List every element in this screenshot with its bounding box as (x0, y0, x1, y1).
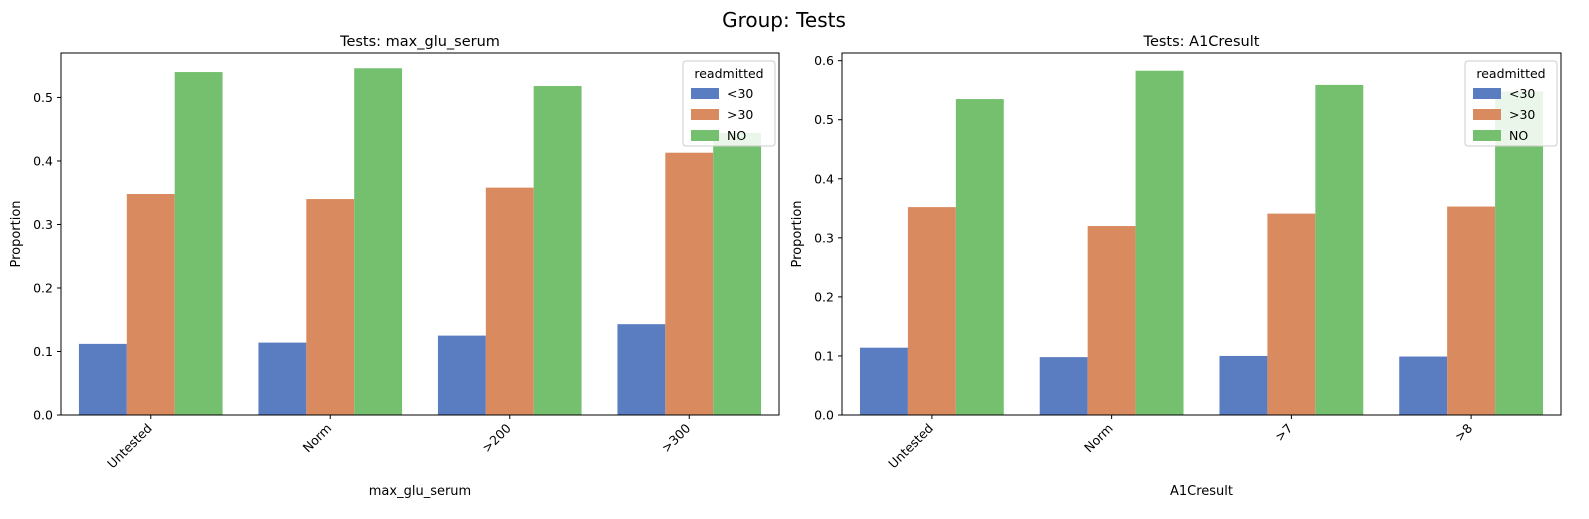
chart1-bar (258, 342, 307, 415)
chart2-bar (1219, 355, 1268, 415)
chart2-ytick-label: 0.3 (814, 230, 834, 245)
chart1-ytick-label: 0.0 (33, 408, 53, 423)
chart2-ytick-label: 0.4 (814, 171, 834, 186)
chart1-ytick-label: 0.2 (33, 280, 53, 295)
chart1-bar (354, 68, 403, 416)
chart1-bar (485, 187, 534, 415)
chart1-xtick-label: >200 (479, 420, 514, 455)
chart2-xlabel: A1Cresult (1170, 484, 1233, 499)
chart2-bar (1267, 213, 1316, 415)
chart1-legend-label: <30 (727, 86, 753, 101)
chart1-legend-swatch (691, 130, 719, 141)
chart1-bar (617, 324, 666, 415)
chart1-xlabel: max_glu_serum (369, 484, 471, 499)
chart2-bar (1039, 357, 1088, 415)
chart2-ytick-label: 0.5 (814, 112, 834, 127)
chart2-legend-label: <30 (1509, 86, 1535, 101)
chart2-ytick-label: 0.0 (814, 408, 834, 423)
chart2-legend-swatch (1473, 130, 1501, 141)
chart2-bar (859, 347, 908, 415)
chart1-bar (126, 193, 175, 415)
chart2-bar (1315, 84, 1364, 415)
chart1-xtick-label: Norm (300, 421, 335, 456)
chart1-ytick-label: 0.4 (33, 153, 53, 168)
chart1-legend-swatch (691, 109, 719, 120)
chart2-xtick-label: >8 (1452, 420, 1476, 444)
chart1-ytick-label: 0.1 (33, 344, 53, 359)
figure-suptitle: Group: Tests (722, 8, 846, 32)
chart2-xtick-label: Untested (885, 421, 936, 472)
chart1-legend-label: >30 (727, 107, 753, 122)
chart1-bar (174, 72, 223, 415)
chart2-legend-box (1464, 60, 1558, 147)
chart2-legend-title: readmitted (1476, 66, 1545, 81)
chart1-axes-frame (60, 52, 780, 416)
chart1-bar (665, 152, 714, 415)
chart1-title: Tests: max_glu_serum (339, 34, 500, 50)
chart2-bar (1399, 356, 1448, 415)
chart1-ytick-label: 0.3 (33, 217, 53, 232)
chart2-legend-swatch (1473, 88, 1501, 99)
chart1-bar (78, 343, 127, 415)
chart1-xtick-label: >300 (658, 420, 693, 455)
chart1-bar (437, 335, 486, 415)
chart2-legend-label: NO (1509, 128, 1528, 143)
chart2-xtick-label: >7 (1272, 421, 1296, 445)
chart2-ytick-label: 0.6 (814, 53, 834, 68)
chart1-xtick-label: Untested (104, 421, 155, 472)
chart1-bar (713, 133, 762, 415)
chart1-bar (306, 199, 355, 415)
chart2-bar (1447, 206, 1496, 415)
chart1-legend-swatch (691, 88, 719, 99)
chart1-ytick-label: 0.5 (33, 90, 53, 105)
chart2-legend-swatch (1473, 109, 1501, 120)
chart2-axes-frame (841, 52, 1562, 416)
chart1-legend-title: readmitted (694, 66, 763, 81)
chart2-bar (955, 99, 1004, 416)
chart2-xtick-label: Norm (1081, 421, 1116, 456)
chart2-bar (1087, 226, 1136, 415)
chart2-bar (907, 207, 956, 415)
chart2-title: Tests: A1Cresult (1143, 34, 1260, 50)
chart2-ytick-label: 0.2 (814, 289, 834, 304)
chart2-ytick-label: 0.1 (814, 348, 834, 363)
chart2-bar (1135, 70, 1184, 415)
chart1-legend-box (682, 60, 776, 147)
chart1-bar (533, 86, 582, 415)
chart2-legend-label: >30 (1509, 107, 1535, 122)
chart1-ylabel: Proportion (9, 200, 24, 267)
chart1-legend-label: NO (727, 128, 746, 143)
chart2-ylabel: Proportion (790, 200, 805, 267)
